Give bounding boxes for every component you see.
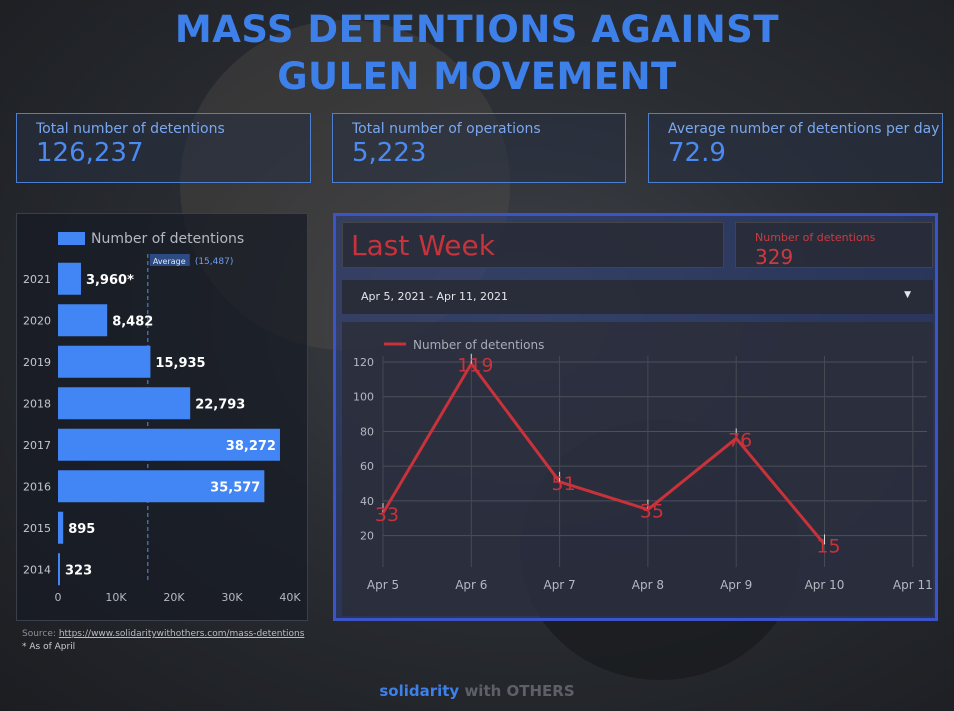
page-title-line2: GULEN MOVEMENT [277,55,677,98]
weekly-count-label: Number of detentions [755,231,876,244]
kpi-value: 72.9 [668,138,726,168]
caret-down-icon[interactable]: ▼ [904,290,911,300]
bar [58,511,64,544]
legend-swatch [58,232,85,245]
brand-solidarity: solidarity [379,682,460,700]
data-label: 35 [640,501,664,523]
date-range-value: Apr 5, 2021 - Apr 11, 2021 [361,290,508,303]
x-tick-label: Apr 7 [543,578,575,592]
bar [58,304,108,337]
footnote: * As of April [22,642,76,652]
page-title: MASS DETENTIONS AGAINST GULEN MOVEMENT [0,6,954,100]
data-label: 323 [65,563,92,578]
y-tick-label: 100 [353,391,374,404]
category-label: 2015 [23,522,51,535]
weekly-count-box: Number of detentions 329 [735,222,933,269]
average-label-bg [149,254,190,266]
daily-line-chart-panel: Number of detentions 20 40 60 80 100 120 Apr 5 A… [342,322,933,616]
x-tick-label: 10K [105,591,127,604]
x-tick-label: Apr 8 [632,578,664,592]
bar [58,553,60,586]
y-tick-label: 40 [360,495,374,508]
category-label: 2020 [23,314,51,327]
data-label: 22,793 [195,397,245,412]
data-label: 35,577 [210,480,260,495]
kpi-value: 126,237 [36,138,144,168]
kpi-value: 5,223 [352,138,427,168]
kpi-total-operations: Total number of operations 5,223 [332,113,626,183]
date-range-selector[interactable]: Apr 5, 2021 - Apr 11, 2021 ▼ [342,280,933,314]
kpi-total-detentions: Total number of detentions 126,237 [16,113,311,183]
last-week-title: Last Week [351,229,495,262]
yearly-bar-chart: Number of detentions Average (15,487) 2021 3… [23,231,301,604]
data-label: 15 [816,535,840,557]
y-tick-label: 20 [360,530,374,543]
y-tick-label: 80 [360,425,374,438]
x-tick-label: 20K [163,591,185,604]
data-label: 8,482 [112,314,153,329]
x-tick-label: 30K [221,591,243,604]
series-line [381,361,826,546]
kpi-average-per-day: Average number of detentions per day 72.… [648,113,943,183]
last-week-title-box: Last Week [342,222,724,268]
category-label: 2017 [23,439,51,452]
data-label: 76 [728,429,752,451]
x-tick-label: Apr 5 [367,578,399,592]
data-label: 38,272 [226,439,276,454]
source-note: Source: https://www.solidaritywithothers… [22,628,304,654]
legend-label: Number of detentions [91,231,244,247]
bar [58,262,81,295]
kpi-label: Average number of detentions per day [668,121,940,137]
last-week-panel: Last Week Number of detentions 329 Apr 5… [333,213,938,621]
data-label: 3,960* [86,273,134,288]
weekly-count-value: 329 [755,245,794,269]
category-label: 2021 [23,273,51,286]
legend-label: Number of detentions [413,338,544,352]
x-tick-label: 0 [55,591,62,604]
category-label: 2019 [23,356,51,369]
data-label: 895 [68,522,95,537]
x-tick-label: Apr 11 [893,578,933,592]
source-link[interactable]: https://www.solidaritywithothers.com/mas… [58,629,305,639]
page-title-line1: MASS DETENTIONS AGAINST [174,8,780,51]
data-label: 51 [552,473,576,495]
source-prefix: Source: [22,629,59,639]
kpi-label: Total number of operations [352,121,541,137]
bar [58,428,280,461]
daily-line-chart: Number of detentions 20 40 60 80 100 120 Apr 5 A… [353,338,933,592]
category-label: 2014 [23,563,51,576]
yearly-bar-chart-panel: Number of detentions Average (15,487) 2021 3… [16,213,308,621]
average-label: Average [153,257,186,266]
bar [58,387,191,420]
x-tick-label: 40K [279,591,301,604]
x-tick-label: Apr 10 [805,578,845,592]
y-tick-label: 120 [353,356,374,369]
bar [58,470,265,503]
x-tick-label: Apr 6 [455,578,487,592]
data-label: 33 [375,504,399,526]
category-label: 2016 [23,480,51,493]
data-label: 15,935 [155,356,205,371]
x-tick-label: Apr 9 [720,578,752,592]
kpi-label: Total number of detentions [36,121,225,137]
data-label: 119 [457,355,493,377]
bar [58,345,151,378]
y-tick-label: 60 [360,460,374,473]
brand-footer: solidarity with OTHERS [0,682,954,700]
brand-with-others: with OTHERS [459,682,575,700]
average-value-label: (15,487) [195,257,234,267]
category-label: 2018 [23,397,51,410]
